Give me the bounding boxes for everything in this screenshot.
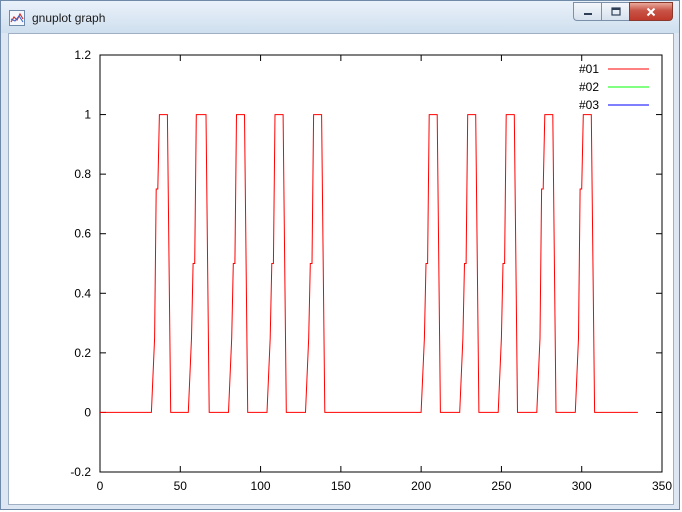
- legend-label-2: #02: [579, 80, 599, 94]
- close-button[interactable]: [629, 2, 673, 21]
- plot-area: 0 50 100 150 200 250 300 350 -0.2 0 0.2 0.4 0.6 0.8 1 1…: [8, 33, 674, 505]
- minimize-icon: [583, 12, 592, 15]
- x-tick-label: 250: [491, 479, 511, 493]
- x-tick-label: 300: [572, 479, 592, 493]
- y-tick-label: 0.8: [74, 167, 91, 181]
- title-bar[interactable]: gnuplot graph: [1, 1, 679, 33]
- x-tick-label: 350: [652, 479, 672, 493]
- y-tick-label: 0.6: [74, 227, 91, 241]
- close-icon: [646, 7, 656, 16]
- legend-label-1: #01: [579, 62, 599, 76]
- y-tick-label: 0: [84, 405, 91, 419]
- maximize-icon: [610, 7, 621, 16]
- legend-label-3: #03: [579, 98, 599, 112]
- gnuplot-graph-icon: [9, 10, 25, 26]
- plot-border: [99, 54, 663, 473]
- x-tick-label: 100: [251, 479, 271, 493]
- y-tick-label: 1: [84, 108, 91, 122]
- x-tick-label: 50: [174, 479, 188, 493]
- window-title: gnuplot graph: [32, 11, 106, 25]
- x-tick-label: 150: [331, 479, 351, 493]
- x-tick-label: 0: [97, 479, 104, 493]
- series-line-1: [100, 114, 638, 413]
- chart-svg: 0 50 100 150 200 250 300 350 -0.2 0 0.2 0.4 0.6 0.8 1 1…: [70, 48, 672, 493]
- y-tick-label: 1.2: [74, 48, 91, 62]
- window-controls: [573, 2, 673, 22]
- x-tick-label: 200: [411, 479, 431, 493]
- y-tick-label: -0.2: [70, 465, 91, 479]
- y-tick-label: 0.2: [74, 346, 91, 360]
- maximize-button[interactable]: [601, 2, 629, 21]
- y-tick-label: 0.4: [74, 286, 91, 300]
- minimize-button[interactable]: [573, 2, 601, 21]
